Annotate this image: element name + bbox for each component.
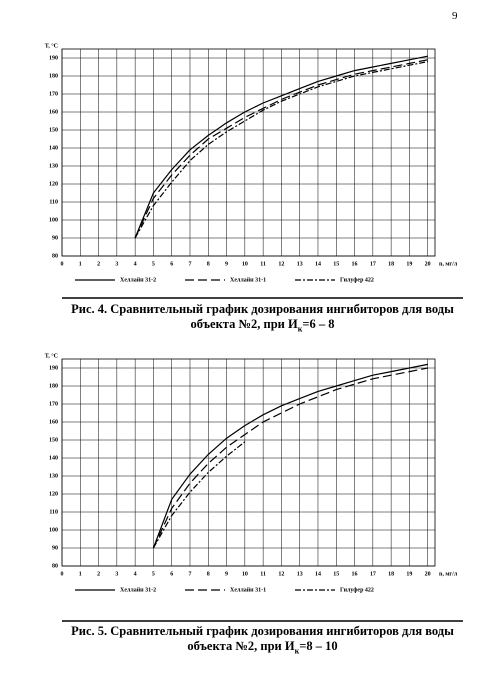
x-tick-label: 13 xyxy=(297,261,303,267)
x-tick-label: 14 xyxy=(315,261,321,267)
x-tick-label: 0 xyxy=(61,571,64,577)
legend-label: Хеллайн 31-2 xyxy=(120,586,156,593)
x-axis-label: n, мг/л xyxy=(439,261,458,267)
x-tick-label: 15 xyxy=(333,261,339,267)
caption-text: =8 – 10 xyxy=(299,639,338,653)
y-tick-label: 100 xyxy=(49,217,58,223)
legend-label: Хеллайн 31-1 xyxy=(230,586,266,593)
y-tick-label: 170 xyxy=(49,401,58,407)
y-tick-label: 190 xyxy=(49,55,58,61)
y-tick-label: 120 xyxy=(49,181,58,187)
y-tick-label: 170 xyxy=(49,91,58,97)
y-axis-label: T, °C xyxy=(45,352,58,359)
caption-text: объекта №2, при И xyxy=(187,639,295,653)
x-tick-label: 12 xyxy=(278,261,284,267)
x-tick-label: 7 xyxy=(188,571,191,577)
x-tick-label: 5 xyxy=(152,571,155,577)
x-tick-label: 4 xyxy=(134,571,137,577)
x-tick-label: 1 xyxy=(79,261,82,267)
legend-label: Хеллайн 31-1 xyxy=(230,276,266,283)
series-line xyxy=(134,59,428,239)
series-line xyxy=(134,55,428,239)
plot-frame xyxy=(61,48,436,257)
y-tick-label: 110 xyxy=(49,509,58,515)
y-axis-label: T, °C xyxy=(45,42,58,49)
x-tick-label: 17 xyxy=(370,261,376,267)
x-tick-label: 4 xyxy=(134,261,137,267)
x-tick-label: 7 xyxy=(188,261,191,267)
x-tick-label: 16 xyxy=(352,261,358,267)
x-tick-label: 6 xyxy=(170,571,173,577)
y-tick-label: 80 xyxy=(52,253,58,259)
caption-sub: к xyxy=(294,646,300,656)
x-tick-label: 19 xyxy=(406,261,412,267)
y-tick-label: 160 xyxy=(49,419,58,425)
y-tick-label: 160 xyxy=(49,109,58,115)
x-axis-label: n, мг/л xyxy=(439,571,458,577)
caption-line: объекта №2, при Ик=6 – 8 xyxy=(40,317,485,337)
y-tick-label: 150 xyxy=(49,127,58,133)
legend-label: Гилуфер 422 xyxy=(340,586,374,593)
y-tick-label: 120 xyxy=(49,491,58,497)
x-tick-label: 11 xyxy=(260,261,266,267)
x-tick-label: 18 xyxy=(388,261,394,267)
x-tick-label: 9 xyxy=(225,571,228,577)
series-line xyxy=(134,61,428,239)
y-tick-label: 180 xyxy=(49,383,58,389)
legend-label: Гилуфер 422 xyxy=(340,276,374,283)
x-tick-label: 19 xyxy=(406,571,412,577)
y-tick-label: 150 xyxy=(49,437,58,443)
x-tick-label: 13 xyxy=(297,571,303,577)
page-number: 9 xyxy=(452,10,458,22)
caption-text: объекта №2, при И xyxy=(190,317,298,331)
x-tick-label: 18 xyxy=(388,571,394,577)
y-tick-label: 140 xyxy=(49,455,58,461)
x-tick-label: 14 xyxy=(315,571,321,577)
caption: Рис. 4. Сравнительный график дозирования… xyxy=(40,302,485,337)
x-tick-label: 11 xyxy=(260,571,266,577)
y-tick-label: 90 xyxy=(52,235,58,241)
caption-text: =6 – 8 xyxy=(302,317,335,331)
x-tick-label: 10 xyxy=(242,571,248,577)
y-tick-label: 180 xyxy=(49,73,58,79)
y-tick-label: 90 xyxy=(52,545,58,551)
x-tick-label: 9 xyxy=(225,261,228,267)
y-tick-label: 110 xyxy=(49,199,58,205)
x-tick-label: 8 xyxy=(207,571,210,577)
x-tick-label: 16 xyxy=(352,571,358,577)
x-tick-label: 17 xyxy=(370,571,376,577)
x-tick-label: 6 xyxy=(170,261,173,267)
x-tick-label: 10 xyxy=(242,261,248,267)
y-tick-label: 140 xyxy=(49,145,58,151)
caption-line: Рис. 5. Сравнительный график дозирования… xyxy=(71,624,454,638)
series-line xyxy=(152,367,428,549)
caption: Рис. 5. Сравнительный график дозирования… xyxy=(40,624,485,659)
x-tick-label: 2 xyxy=(97,261,100,267)
x-tick-label: 15 xyxy=(333,571,339,577)
x-tick-label: 20 xyxy=(425,571,431,577)
x-tick-label: 2 xyxy=(97,571,100,577)
y-tick-label: 100 xyxy=(49,527,58,533)
x-tick-label: 1 xyxy=(79,571,82,577)
x-tick-label: 8 xyxy=(207,261,210,267)
x-tick-label: 0 xyxy=(61,261,64,267)
caption-line: Рис. 4. Сравнительный график дозирования… xyxy=(71,302,454,316)
caption-line: объекта №2, при Ик=8 – 10 xyxy=(40,639,485,659)
x-tick-label: 12 xyxy=(278,571,284,577)
legend-label: Хеллайн 31-2 xyxy=(120,276,156,283)
y-tick-label: 130 xyxy=(49,473,58,479)
y-tick-label: 130 xyxy=(49,163,58,169)
x-tick-label: 20 xyxy=(425,261,431,267)
x-tick-label: 3 xyxy=(115,571,118,577)
series-line xyxy=(152,441,246,549)
y-tick-label: 80 xyxy=(52,563,58,569)
caption-sub: к xyxy=(297,324,303,334)
y-tick-label: 190 xyxy=(49,365,58,371)
plot-frame xyxy=(61,358,436,567)
series-line xyxy=(152,363,428,549)
x-tick-label: 5 xyxy=(152,261,155,267)
x-tick-label: 3 xyxy=(115,261,118,267)
